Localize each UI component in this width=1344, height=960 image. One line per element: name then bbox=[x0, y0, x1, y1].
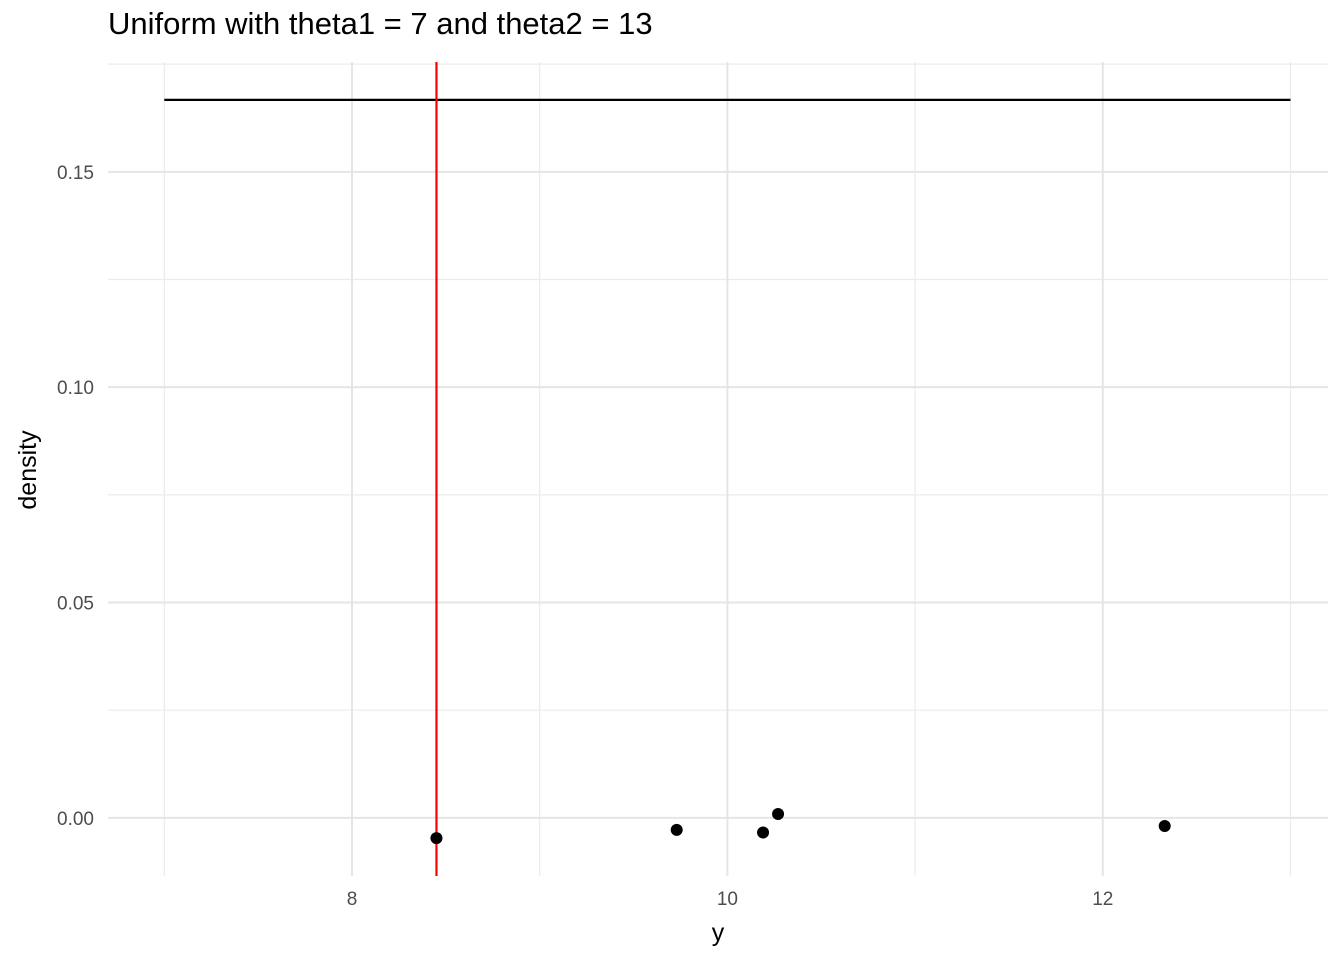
x-tick-label: 10 bbox=[717, 889, 738, 910]
data-layer bbox=[164, 62, 1291, 876]
y-tick-label: 0.05 bbox=[57, 594, 94, 615]
x-tick-label: 12 bbox=[1092, 889, 1113, 910]
y-tick-label: 0.10 bbox=[57, 378, 94, 399]
major-gridlines bbox=[108, 62, 1328, 876]
x-tick-label: 8 bbox=[347, 889, 358, 910]
x-axis-tick-labels: 8 10 12 bbox=[347, 889, 1114, 910]
minor-gridlines bbox=[108, 62, 1328, 876]
data-point bbox=[772, 807, 785, 820]
data-point bbox=[670, 823, 683, 836]
chart-title: Uniform with theta1 = 7 and theta2 = 13 bbox=[108, 6, 653, 41]
y-axis-tick-labels: 0.00 0.05 0.10 0.15 bbox=[57, 163, 94, 830]
y-tick-label: 0.00 bbox=[57, 809, 94, 830]
data-point bbox=[430, 832, 443, 845]
data-point bbox=[757, 826, 770, 839]
y-axis-title: density bbox=[14, 430, 42, 510]
x-axis-title: y bbox=[712, 919, 725, 947]
data-point bbox=[1158, 820, 1171, 833]
y-tick-label: 0.15 bbox=[57, 163, 94, 184]
